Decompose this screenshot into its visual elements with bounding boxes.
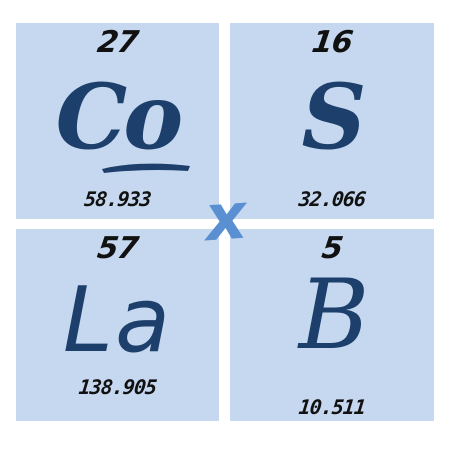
atomic-mass: 58.933 <box>83 187 152 211</box>
atomic-mass: 10.511 <box>297 395 367 419</box>
element-tile-boron: 5 B 10.511 <box>230 229 434 421</box>
element-symbol: S <box>301 64 367 170</box>
element-tile-sulfur: 16 S 32.066 <box>230 23 434 219</box>
atomic-mass: 138.905 <box>77 375 158 399</box>
atomic-number: 16 <box>309 25 355 60</box>
element-tile-cobalt: 27 Co 58.933 <box>16 23 219 219</box>
element-tile-lanthanum: 57 La 138.905 <box>16 229 219 421</box>
atomic-mass: 32.066 <box>297 187 367 211</box>
brush-underline <box>102 163 190 173</box>
atomic-number: 27 <box>95 25 140 60</box>
multiplication-sign: x <box>202 179 250 257</box>
element-symbol: Co <box>55 64 184 170</box>
element-symbol: La <box>62 268 173 373</box>
atomic-number: 57 <box>95 231 140 266</box>
element-symbol: B <box>298 259 370 371</box>
